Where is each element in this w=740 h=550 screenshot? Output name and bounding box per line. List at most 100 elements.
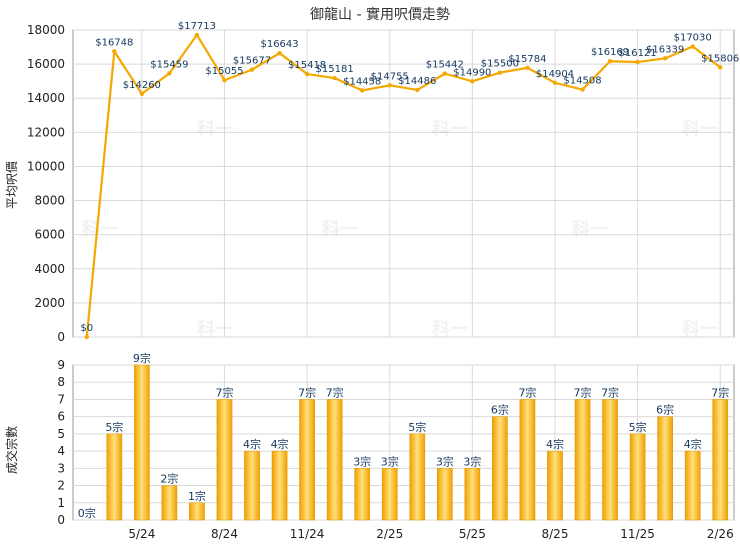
price-data-label: $14508	[563, 76, 601, 87]
transaction-bar-label: 7宗	[298, 385, 316, 399]
transaction-bar	[326, 399, 343, 521]
bar-y-tick-label: 1	[57, 496, 65, 510]
transaction-bar-label: 7宗	[518, 385, 536, 399]
bar-y-tick-label: 6	[57, 410, 65, 424]
transaction-bar-label: 4宗	[546, 437, 564, 451]
watermark-text: 科一	[82, 218, 118, 240]
transaction-bar	[271, 450, 288, 521]
transaction-bar-label: 9宗	[133, 351, 151, 365]
price-data-label: $14904	[536, 69, 574, 80]
price-point	[718, 65, 723, 70]
price-series-line	[85, 33, 721, 338]
transaction-bar-label: 3宗	[436, 454, 454, 468]
price-point	[359, 88, 365, 93]
price-point	[139, 91, 145, 96]
price-point	[690, 44, 695, 49]
transaction-bar-label: 6宗	[656, 403, 674, 417]
transaction-bar	[381, 468, 398, 521]
transaction-bar	[629, 433, 646, 521]
bar-y-tick-label: 3	[57, 461, 65, 475]
price-data-label: $14260	[123, 80, 161, 91]
price-point	[84, 334, 89, 340]
line-y-axis-label: 平均呎價	[5, 161, 19, 209]
price-data-label: $15806	[701, 53, 739, 64]
watermark-text: 科一	[322, 218, 358, 240]
price-data-label: $15677	[233, 56, 271, 67]
price-point	[222, 78, 227, 83]
x-tick-label: 2/25	[376, 527, 403, 541]
transaction-bar	[161, 485, 178, 521]
line-y-tick-label: 8000	[34, 194, 65, 208]
line-y-tick-label: 2000	[34, 296, 65, 310]
transaction-bar-label: 1宗	[188, 489, 206, 503]
watermark-text: 科一	[432, 118, 468, 140]
transactions-bar-chart: 0 1 2 3 4 5 6 7 8 9 0宗 5宗 9宗 2宗 1宗 7宗 4宗 4宗 7宗 7宗 3宗 3宗 5宗 3宗 3宗…	[57, 351, 735, 541]
watermark-text: 科一	[197, 118, 233, 140]
transaction-bar-label: 5宗	[105, 420, 123, 434]
price-point	[580, 87, 585, 92]
price-point	[304, 71, 310, 77]
price-data-label: $16748	[95, 37, 133, 48]
watermark-text: 科一	[682, 118, 718, 140]
line-y-tick-label: 16000	[27, 57, 65, 71]
price-data-label: $15181	[316, 64, 354, 75]
transaction-bar-label: 5宗	[629, 420, 647, 434]
bar-y-tick-label: 2	[57, 479, 65, 493]
transaction-bar-label: 4宗	[271, 437, 289, 451]
transaction-bar	[574, 399, 591, 521]
transaction-bar	[106, 433, 123, 521]
watermark-text: 科一	[197, 318, 233, 340]
x-tick-label: 5/25	[459, 527, 486, 541]
price-data-label: $14458	[343, 76, 381, 87]
line-y-tick-label: 12000	[27, 125, 65, 139]
price-point	[387, 83, 392, 88]
transaction-bar-label: 6宗	[491, 403, 509, 417]
transaction-bar-label: 7宗	[711, 385, 729, 399]
price-data-label: $15784	[508, 54, 546, 65]
bar-plot-area	[72, 364, 735, 521]
price-point	[442, 71, 448, 76]
transaction-bar	[244, 450, 260, 521]
x-tick-label: 11/25	[620, 527, 655, 541]
transaction-bar-label: 7宗	[574, 385, 592, 399]
transaction-bar	[712, 399, 729, 521]
transaction-bar	[409, 433, 426, 521]
bar-y-tick-label: 8	[57, 375, 65, 389]
transaction-bar-label: 7宗	[601, 385, 619, 399]
line-plot-area	[72, 29, 735, 338]
x-tick-label: 8/24	[211, 527, 238, 541]
price-point	[332, 75, 337, 81]
transaction-bar-label: 7宗	[215, 385, 233, 399]
price-data-label: $16643	[260, 39, 298, 50]
bar-y-tick-label: 4	[57, 444, 65, 458]
price-data-label: $17030	[674, 33, 712, 44]
price-point	[607, 59, 613, 64]
price-point	[277, 50, 282, 56]
transaction-bar	[602, 399, 618, 521]
transaction-bar	[354, 468, 371, 521]
transaction-bar-label: 5宗	[408, 420, 426, 434]
line-y-tick-label: 18000	[27, 23, 65, 37]
chart-title: 御龍山 - 實用呎價走勢	[310, 6, 450, 23]
price-point	[112, 49, 117, 54]
price-line-chart: 0 2000 4000 6000 8000 10000 12000 14000 16000 180…	[27, 21, 740, 344]
price-point	[635, 59, 640, 65]
transaction-bar	[134, 364, 150, 521]
price-point	[497, 70, 503, 75]
watermark-text: 科一	[682, 318, 718, 340]
watermark-text: 科一	[432, 318, 468, 340]
price-data-label: $15442	[426, 60, 464, 71]
x-tick-label: 2/26	[707, 527, 734, 541]
price-data-label: $14486	[398, 76, 436, 87]
transaction-bar	[464, 468, 481, 521]
price-point	[194, 32, 200, 38]
price-data-label: $14755	[371, 71, 409, 82]
price-point	[249, 67, 255, 72]
transaction-bar-label: 4宗	[684, 437, 702, 451]
price-data-label: $15459	[150, 59, 188, 70]
price-data-label: $14990	[453, 67, 491, 78]
price-point	[552, 80, 558, 86]
transaction-bar-label: 3宗	[381, 454, 399, 468]
price-data-label: $16121	[619, 48, 657, 59]
